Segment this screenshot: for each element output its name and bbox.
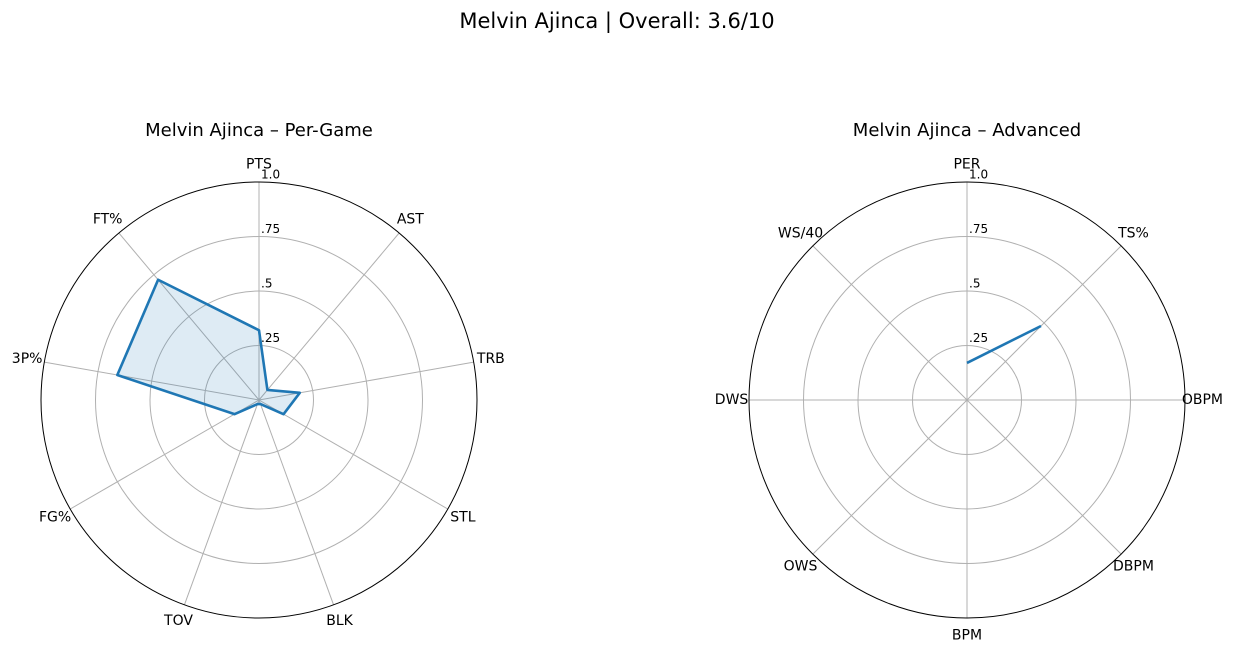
grid-circle — [857, 290, 1077, 510]
category-label: BPM — [952, 627, 982, 643]
category-label: PER — [953, 157, 980, 173]
category-label: WS/40 — [778, 226, 823, 242]
category-label: 3P% — [12, 351, 43, 367]
category-label: OBPM — [1182, 392, 1223, 408]
chart-title: Melvin Ajinca – Advanced — [853, 120, 1081, 141]
r-tick-label: .5 — [969, 277, 980, 291]
category-label: TOV — [163, 613, 193, 629]
r-tick-label: .25 — [969, 331, 988, 345]
category-label: DWS — [715, 392, 749, 408]
r-tick-label: 1.0 — [969, 168, 988, 182]
grid-circle — [95, 236, 423, 564]
category-label: STL — [450, 510, 475, 526]
outer-frame — [748, 181, 1186, 619]
r-tick-label: .5 — [261, 277, 272, 291]
r-tick-label: .25 — [261, 331, 280, 345]
chart-title: Melvin Ajinca – Per-Game — [145, 120, 373, 141]
r-tick-label: .75 — [969, 222, 988, 236]
category-label: FG% — [39, 510, 71, 526]
r-tick-label: .75 — [261, 222, 280, 236]
category-label: PTS — [246, 157, 272, 173]
category-label: AST — [397, 212, 424, 228]
r-tick-label: 1.0 — [261, 168, 280, 182]
line — [966, 324, 1042, 365]
category-label: TS% — [1117, 226, 1149, 242]
figure-title: Melvin Ajinca | Overall: 3.6/10 — [459, 9, 774, 34]
grid-circle — [912, 345, 1022, 455]
category-label: DBPM — [1113, 558, 1154, 574]
category-label: TRB — [476, 351, 505, 367]
outer-frame — [40, 181, 478, 619]
grid-circle — [149, 290, 369, 510]
category-label: FT% — [93, 212, 123, 228]
category-label: OWS — [784, 558, 818, 574]
line — [116, 278, 302, 416]
grid-circle — [803, 236, 1131, 564]
category-label: BLK — [326, 613, 353, 629]
area — [117, 279, 300, 415]
grid-circle — [204, 345, 314, 455]
